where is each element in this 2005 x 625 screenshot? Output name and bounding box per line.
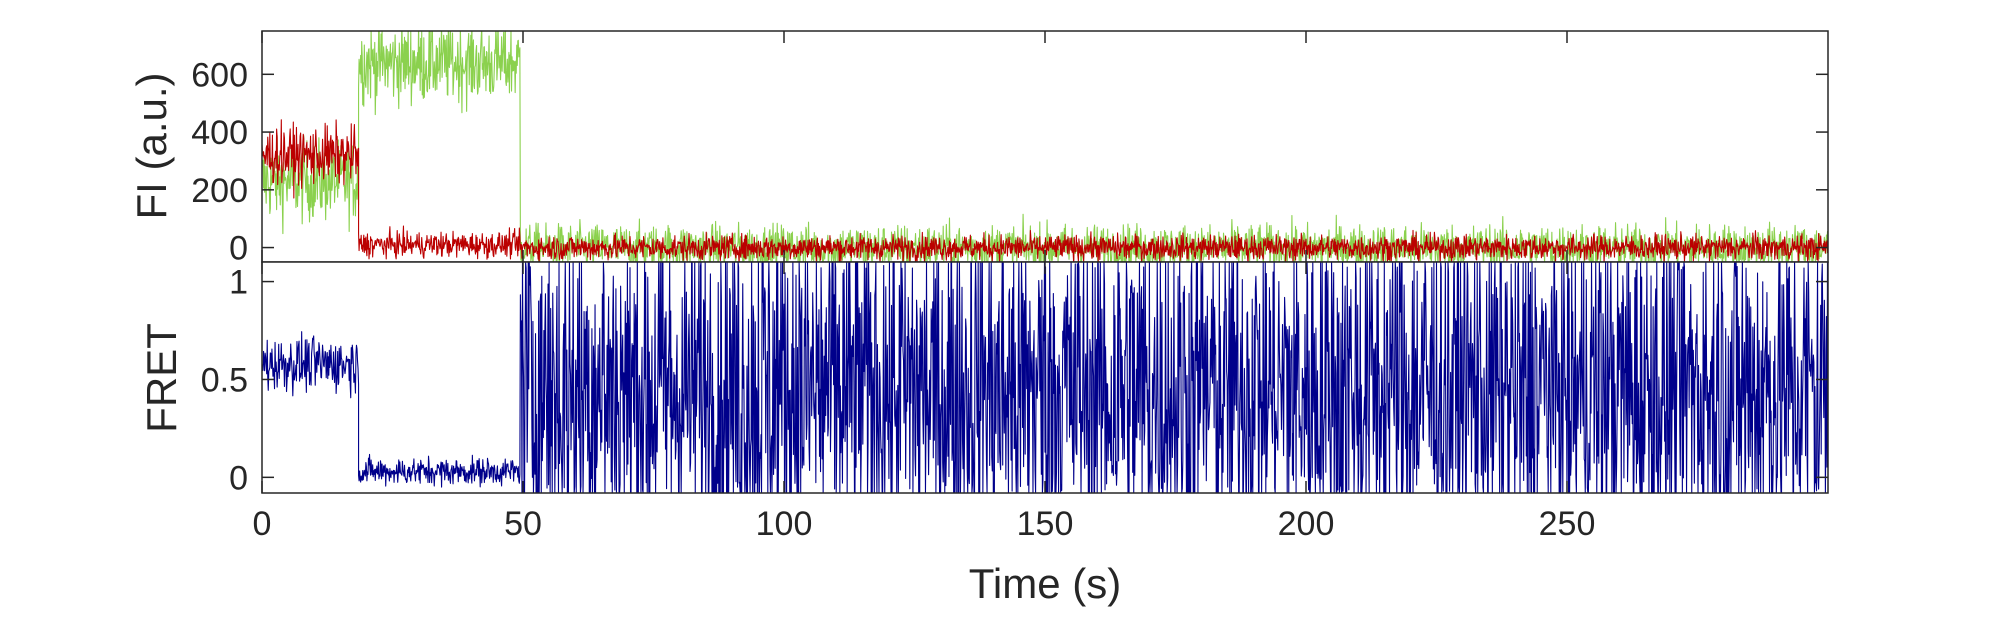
fret-trace (262, 262, 1828, 493)
x-tick-label: 50 (504, 505, 542, 543)
x-tick-label: 0 (253, 505, 272, 543)
time-x-axis-title: Time (s) (969, 560, 1121, 607)
intensity-plot-area (262, 31, 1828, 262)
x-tick-label: 200 (1278, 505, 1335, 543)
x-tick-label: 100 (756, 505, 813, 543)
y-tick-label: 400 (191, 114, 248, 152)
time-x-axis: 0 50 100 150 200 250 (253, 262, 1596, 543)
fret-series-group (262, 262, 1828, 493)
x-tick-label: 150 (1017, 505, 1074, 543)
intensity-y-axis: 0 200 400 600 (191, 31, 1828, 268)
fret-axes-box (261, 261, 1829, 494)
y-tick-label: 600 (191, 56, 248, 94)
x-tick-label: 250 (1539, 505, 1596, 543)
y-tick-label: 1 (229, 264, 248, 302)
y-tick-label: 0.5 (201, 361, 248, 399)
y-tick-label: 0 (229, 230, 248, 268)
fret-y-axis-title: FRET (138, 323, 185, 433)
intensity-panel: 0 200 400 600 FI (a.u.) (128, 30, 1829, 268)
y-tick-label: 200 (191, 172, 248, 210)
intensity-y-axis-title: FI (a.u.) (128, 72, 175, 219)
fret-y-axis: 00.51 (201, 264, 1828, 497)
y-tick-label: 0 (229, 459, 248, 497)
fret-panel: 00.51 0 50 100 150 200 250 FRET Time (s) (138, 261, 1829, 607)
acceptor-trace (262, 119, 1828, 262)
